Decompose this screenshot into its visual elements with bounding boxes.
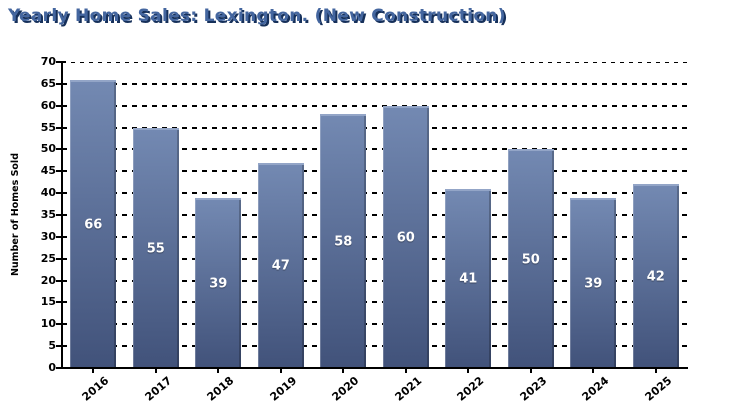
bar-value-label-2023: 50 [521, 252, 540, 268]
x-tick-mark-2020 [342, 368, 345, 373]
bar-2024: 39 [570, 197, 617, 368]
x-tick-mark-2021 [404, 368, 407, 373]
gridline-25 [62, 257, 687, 260]
x-tick-mark-2016 [92, 368, 95, 373]
y-tick-label-5: 5 [48, 339, 56, 353]
bar-value-label-2017: 55 [146, 241, 165, 257]
bar-2023: 50 [507, 149, 554, 368]
x-tick-label-2017: 2017 [142, 374, 175, 404]
x-tick-label-2021: 2021 [392, 374, 425, 404]
gridline-60 [62, 104, 687, 107]
bar-value-label-2016: 66 [84, 217, 103, 233]
x-tick-label-2025: 2025 [642, 374, 675, 404]
x-tick-label-2023: 2023 [517, 374, 550, 404]
gridline-15 [62, 301, 687, 304]
bar-2025: 42 [632, 184, 679, 368]
x-tick-mark-2023 [529, 368, 532, 373]
gridline-45 [62, 170, 687, 173]
y-tick-label-35: 35 [40, 208, 56, 221]
y-tick-label-45: 45 [40, 164, 56, 178]
x-tick-label-2019: 2019 [267, 374, 300, 404]
x-tick-mark-2024 [592, 368, 595, 373]
x-tick-mark-2017 [154, 368, 157, 373]
bar-value-label-2021: 60 [396, 230, 415, 246]
y-tick-label-70: 70 [40, 55, 56, 68]
chart-title: Yearly Home Sales: Lexington. (New Const… [8, 6, 506, 26]
y-tick-label-0: 0 [48, 361, 56, 374]
y-tick-label-25: 25 [40, 251, 56, 265]
gridline-50 [62, 148, 687, 151]
x-axis-line [61, 367, 688, 369]
y-tick-label-65: 65 [40, 76, 56, 90]
gridline-5 [62, 345, 687, 348]
bar-2018: 39 [195, 197, 242, 368]
bar-value-label-2024: 39 [584, 276, 603, 292]
y-tick-label-55: 55 [40, 120, 56, 134]
bar-2020: 58 [320, 114, 367, 368]
gridline-20 [62, 279, 687, 282]
gridline-65 [62, 82, 687, 85]
x-tick-label-2018: 2018 [204, 374, 237, 404]
gridline-55 [62, 126, 687, 129]
bar-2022: 41 [445, 188, 492, 368]
x-tick-mark-2019 [279, 368, 282, 373]
y-tick-label-40: 40 [40, 186, 56, 200]
y-tick-label-20: 20 [40, 273, 56, 287]
bar-2019: 47 [257, 162, 304, 368]
gridline-10 [62, 323, 687, 326]
y-axis-line [61, 62, 63, 369]
bar-value-label-2022: 41 [459, 271, 478, 287]
x-tick-label-2024: 2024 [579, 374, 612, 404]
x-tick-label-2016: 2016 [79, 374, 112, 404]
bar-value-label-2020: 58 [334, 234, 353, 250]
bar-2021: 60 [382, 105, 429, 368]
bar-2017: 55 [132, 127, 179, 368]
gridline-35 [62, 214, 687, 216]
x-tick-mark-2022 [467, 368, 470, 373]
y-tick-label-10: 10 [40, 317, 56, 331]
plot-area: 66 55 39 47 58 60 41 50 39 42 [62, 62, 687, 368]
y-tick-label-60: 60 [40, 98, 56, 112]
y-tick-label-15: 15 [40, 295, 56, 309]
bar-value-label-2018: 39 [209, 276, 228, 292]
bar-value-label-2019: 47 [271, 258, 290, 274]
y-tick-label-50: 50 [40, 142, 56, 156]
gridline-40 [62, 192, 687, 195]
gridline-70 [62, 62, 687, 63]
x-tick-mark-2025 [654, 368, 657, 373]
bar-2016: 66 [70, 79, 117, 368]
x-tick-label-2020: 2020 [329, 374, 362, 404]
gridline-30 [62, 235, 687, 238]
bar-value-label-2025: 42 [646, 269, 665, 285]
y-tick-label-30: 30 [40, 229, 56, 243]
x-tick-label-2022: 2022 [454, 374, 487, 404]
x-tick-mark-2018 [217, 368, 220, 373]
